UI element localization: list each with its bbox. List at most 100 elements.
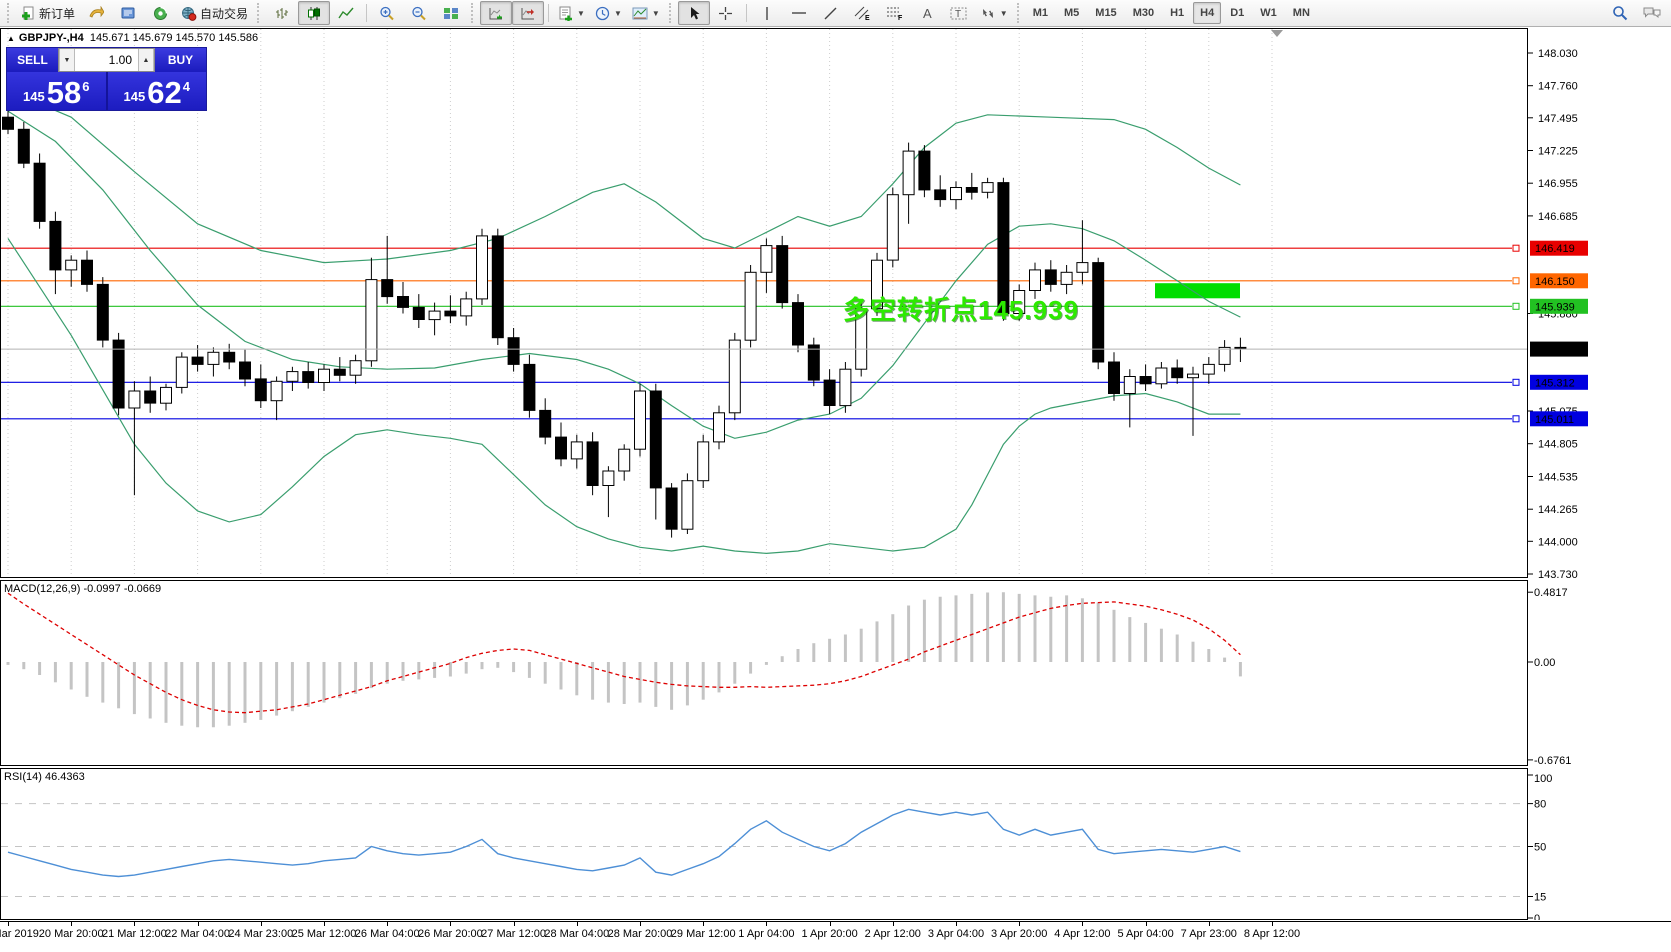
periods-icon xyxy=(595,6,610,20)
candle xyxy=(1139,376,1152,385)
cursor-button[interactable] xyxy=(677,1,710,25)
zoom-out-button[interactable] xyxy=(403,1,435,25)
main-chart-pane[interactable]: 148.030 147.760 147.495 147.225 146.955 146.6… xyxy=(0,28,1671,578)
new-order-label: 新订单 xyxy=(39,6,76,21)
candle xyxy=(444,310,457,317)
candle xyxy=(1076,262,1089,273)
timeframe-D1-button[interactable]: D1 xyxy=(1230,7,1245,19)
crosshair-button[interactable] xyxy=(710,1,742,25)
chart-shift-button[interactable] xyxy=(512,1,545,25)
buy-price[interactable]: 145 62 4 xyxy=(107,72,206,110)
equidistant-channel-button[interactable]: E xyxy=(847,1,879,25)
templates-button[interactable]: ▼ xyxy=(627,1,665,25)
chart-symbol-period: GBPJPY-,H4 xyxy=(18,32,84,44)
svg-text:147.495: 147.495 xyxy=(1538,113,1578,125)
candle xyxy=(570,441,583,460)
svg-text:145.939: 145.939 xyxy=(1535,301,1575,313)
text-button[interactable]: A xyxy=(911,1,943,25)
candle xyxy=(807,344,820,381)
new-order-button[interactable]: 新订单 xyxy=(16,1,80,25)
candle xyxy=(33,162,46,222)
line-chart-icon xyxy=(338,7,354,18)
timeframe-H1-button[interactable]: H1 xyxy=(1170,7,1185,19)
rsi-line xyxy=(7,808,1241,878)
time-tick xyxy=(956,922,957,926)
metaeditor-button[interactable] xyxy=(112,1,144,25)
current-price-label: 145.586 xyxy=(1535,344,1575,356)
timeframe-MN-button[interactable]: MN xyxy=(1292,7,1310,19)
candle xyxy=(1108,361,1120,394)
toolbar-drag-handle[interactable] xyxy=(257,3,262,23)
buy-button[interactable]: BUY xyxy=(155,48,206,72)
toolbar-drag-handle[interactable] xyxy=(1016,3,1022,23)
auto-scroll-icon xyxy=(489,7,503,19)
time-tick xyxy=(640,922,641,926)
chart-shift-icon xyxy=(521,7,535,19)
candle xyxy=(602,470,615,486)
timeframe-M30-button[interactable]: M30 xyxy=(1132,7,1155,19)
toolbar-drag-handle[interactable] xyxy=(7,3,12,23)
timeframe-H4-button[interactable]: H4 xyxy=(1193,2,1222,24)
sell-price[interactable]: 145 58 6 xyxy=(7,72,106,110)
svg-text:E: E xyxy=(865,15,870,21)
zoom-in-button[interactable] xyxy=(371,1,403,25)
arrows-button[interactable]: ▼ xyxy=(975,1,1013,25)
cursor-icon xyxy=(690,6,700,19)
search-button[interactable] xyxy=(1604,1,1636,25)
periods-button[interactable]: ▼ xyxy=(590,1,627,25)
timeframe-M15-button[interactable]: M15 xyxy=(1095,7,1117,19)
chart-shift-marker-icon[interactable] xyxy=(1271,30,1283,37)
horizontal-line-button[interactable] xyxy=(783,1,815,25)
text-label-button[interactable]: T xyxy=(943,1,975,25)
autotrading-icon xyxy=(182,6,197,21)
sell-button[interactable]: SELL xyxy=(7,48,58,72)
panel-collapse-icon[interactable]: ▲ xyxy=(7,34,15,43)
autotrading-button[interactable]: 自动交易 xyxy=(176,1,253,25)
candle xyxy=(1044,269,1057,285)
indicators-button[interactable]: ▼ xyxy=(553,1,590,25)
community-button[interactable] xyxy=(144,1,176,25)
candle xyxy=(1171,367,1184,379)
svg-text:80: 80 xyxy=(1534,799,1546,811)
candle xyxy=(934,189,947,201)
auto-scroll-button[interactable] xyxy=(480,1,513,25)
toolbar-drag-handle[interactable] xyxy=(668,3,674,23)
candlestick-icon xyxy=(308,6,321,20)
profiles-button[interactable] xyxy=(80,1,112,25)
candle xyxy=(965,187,978,193)
candlestick-chart-button[interactable] xyxy=(298,1,331,25)
volume-increase-button[interactable]: ▲ xyxy=(138,49,154,71)
candle xyxy=(476,235,488,300)
dropdown-arrow-icon: ▼ xyxy=(577,8,585,18)
timeframe-W1-button[interactable]: W1 xyxy=(1260,7,1277,19)
community-icon xyxy=(153,6,167,20)
toolbar-drag-handle[interactable] xyxy=(471,3,476,23)
macd-pane[interactable]: 0.4817 0.00 -0.6761 MACD(12,26,9) -0.0997 … xyxy=(0,580,1671,766)
main-chart-canvas[interactable]: 148.030 147.760 147.495 147.225 146.955 146.6… xyxy=(0,28,1671,578)
highlight-rectangle[interactable] xyxy=(1155,283,1240,299)
chat-icon xyxy=(1643,7,1661,19)
candle xyxy=(981,182,994,193)
line-chart-button[interactable] xyxy=(330,1,362,25)
vertical-line-button[interactable] xyxy=(751,1,783,25)
volume-decrease-button[interactable]: ▼ xyxy=(59,49,75,71)
bar-chart-button[interactable] xyxy=(266,1,298,25)
time-label: 5 Apr 04:00 xyxy=(1117,928,1174,940)
candlestick-series xyxy=(2,109,1247,538)
rsi-pane[interactable]: 100 80 50 15 0 RSI(14) 46.4363 xyxy=(0,768,1671,920)
timeframe-M1-button[interactable]: M1 xyxy=(1032,7,1048,19)
svg-text:0.00: 0.00 xyxy=(1534,657,1555,669)
svg-text:144.535: 144.535 xyxy=(1538,472,1578,484)
fibonacci-button[interactable]: F xyxy=(879,1,911,25)
tile-windows-button[interactable] xyxy=(435,1,467,25)
svg-text:50: 50 xyxy=(1534,842,1546,854)
time-tick xyxy=(260,922,262,926)
trendline-button[interactable] xyxy=(815,1,847,25)
time-label: 21 Mar 12:00 xyxy=(101,928,167,940)
timeframe-M5-button[interactable]: M5 xyxy=(1064,7,1080,19)
chat-button[interactable] xyxy=(1636,1,1668,25)
candle xyxy=(144,390,157,404)
candle xyxy=(586,441,599,486)
volume-input[interactable] xyxy=(75,49,138,71)
